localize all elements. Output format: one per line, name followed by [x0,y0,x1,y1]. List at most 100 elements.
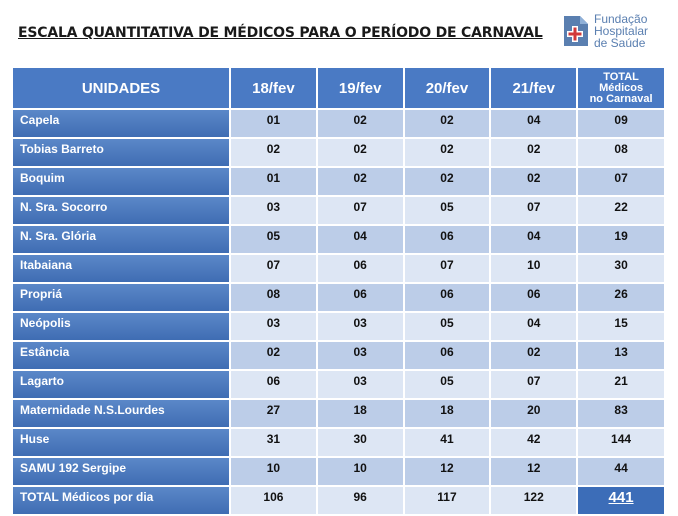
day-count-cell: 02 [231,342,316,369]
logo: Fundação Hospitalar de Saúde [560,12,672,54]
day-count-cell: 12 [404,458,490,485]
header-total: TOTAL Médicos no Carnaval [578,68,664,108]
unit-total-cell: 22 [578,197,664,224]
day-count-cell: 05 [404,371,490,398]
day-count-cell: 41 [404,429,490,456]
day-count-cell: 03 [317,342,403,369]
unit-total-cell: 44 [578,458,664,485]
unit-total-cell: 26 [578,284,664,311]
header-unidades: UNIDADES [13,68,230,108]
day-count-cell: 03 [231,313,316,340]
table-row: Propriá 08 06 06 06 26 [13,284,664,311]
day-count-cell: 07 [491,371,577,398]
unit-name-cell: Neópolis [13,313,230,340]
table-row: Estância 02 03 06 02 13 [13,342,664,369]
header-total-line-3: no Carnaval [589,92,653,105]
unit-total-cell: 19 [578,226,664,253]
day-count-cell: 04 [317,226,403,253]
day-count-cell: 02 [404,110,490,137]
unit-name-cell: Tobias Barreto [13,139,230,166]
table-row: SAMU 192 Sergipe 10 10 12 12 44 [13,458,664,485]
day-count-cell: 02 [404,139,490,166]
day-count-cell: 06 [231,371,316,398]
day-count-cell: 03 [317,313,403,340]
logo-text: Fundação Hospitalar de Saúde [594,13,648,49]
day-count-cell: 06 [404,342,490,369]
day-count-cell: 05 [231,226,316,253]
table-row: Huse 31 30 41 42 144 [13,429,664,456]
fhs-logo-icon [564,16,588,46]
table-row: Boquim 01 02 02 02 07 [13,168,664,195]
day-count-cell: 07 [231,255,316,282]
unit-name-cell: Maternidade N.S.Lourdes [13,400,230,427]
day-count-cell: 30 [317,429,403,456]
totals-label-cell: TOTAL Médicos por dia [13,487,230,514]
header-date-2: 19/fev [317,68,403,108]
day-count-cell: 02 [231,139,316,166]
day-count-cell: 12 [491,458,577,485]
day-count-cell: 06 [404,284,490,311]
day-total-cell: 106 [231,487,316,514]
day-count-cell: 02 [317,168,403,195]
unit-name-cell: Capela [13,110,230,137]
unit-name-cell: N. Sra. Glória [13,226,230,253]
day-count-cell: 18 [404,400,490,427]
day-count-cell: 03 [231,197,316,224]
table-row: Neópolis 03 03 05 04 15 [13,313,664,340]
unit-total-cell: 08 [578,139,664,166]
grand-total-cell: 441 [578,487,664,514]
day-count-cell: 01 [231,110,316,137]
day-count-cell: 07 [317,197,403,224]
unit-total-cell: 21 [578,371,664,398]
day-count-cell: 06 [404,226,490,253]
day-count-cell: 10 [317,458,403,485]
table-row: Tobias Barreto 02 02 02 02 08 [13,139,664,166]
day-count-cell: 18 [317,400,403,427]
unit-name-cell: Estância [13,342,230,369]
table-row: Lagarto 06 03 05 07 21 [13,371,664,398]
day-count-cell: 02 [491,342,577,369]
unit-total-cell: 09 [578,110,664,137]
unit-total-cell: 13 [578,342,664,369]
day-count-cell: 05 [404,313,490,340]
day-count-cell: 06 [317,284,403,311]
day-count-cell: 04 [491,110,577,137]
day-count-cell: 02 [317,110,403,137]
day-count-cell: 03 [317,371,403,398]
unit-name-cell: SAMU 192 Sergipe [13,458,230,485]
table-row: N. Sra. Socorro 03 07 05 07 22 [13,197,664,224]
page-title: ESCALA QUANTITATIVA DE MÉDICOS PARA O PE… [18,25,543,41]
table-row: Capela 01 02 02 04 09 [13,110,664,137]
logo-line-3: de Saúde [594,36,646,50]
day-count-cell: 02 [491,168,577,195]
day-count-cell: 04 [491,226,577,253]
header-total-line-1: TOTAL [603,70,639,83]
day-count-cell: 20 [491,400,577,427]
schedule-table: UNIDADES 18/fev 19/fev 20/fev 21/fev TOT… [11,66,666,516]
table-row: N. Sra. Glória 05 04 06 04 19 [13,226,664,253]
day-count-cell: 31 [231,429,316,456]
day-count-cell: 02 [491,139,577,166]
header-row: UNIDADES 18/fev 19/fev 20/fev 21/fev TOT… [13,68,664,108]
day-count-cell: 05 [404,197,490,224]
unit-name-cell: Propriá [13,284,230,311]
unit-total-cell: 83 [578,400,664,427]
unit-name-cell: Lagarto [13,371,230,398]
day-count-cell: 06 [317,255,403,282]
day-total-cell: 117 [404,487,490,514]
day-count-cell: 27 [231,400,316,427]
table-row: Maternidade N.S.Lourdes 27 18 18 20 83 [13,400,664,427]
totals-row: TOTAL Médicos por dia 106 96 117 122 441 [13,487,664,514]
unit-total-cell: 07 [578,168,664,195]
day-count-cell: 07 [491,197,577,224]
day-count-cell: 06 [491,284,577,311]
unit-name-cell: Itabaiana [13,255,230,282]
unit-total-cell: 144 [578,429,664,456]
day-count-cell: 10 [491,255,577,282]
day-count-cell: 42 [491,429,577,456]
header-date-1: 18/fev [231,68,316,108]
day-count-cell: 02 [404,168,490,195]
day-count-cell: 08 [231,284,316,311]
day-count-cell: 07 [404,255,490,282]
header-total-line-2: Médicos [599,81,644,94]
